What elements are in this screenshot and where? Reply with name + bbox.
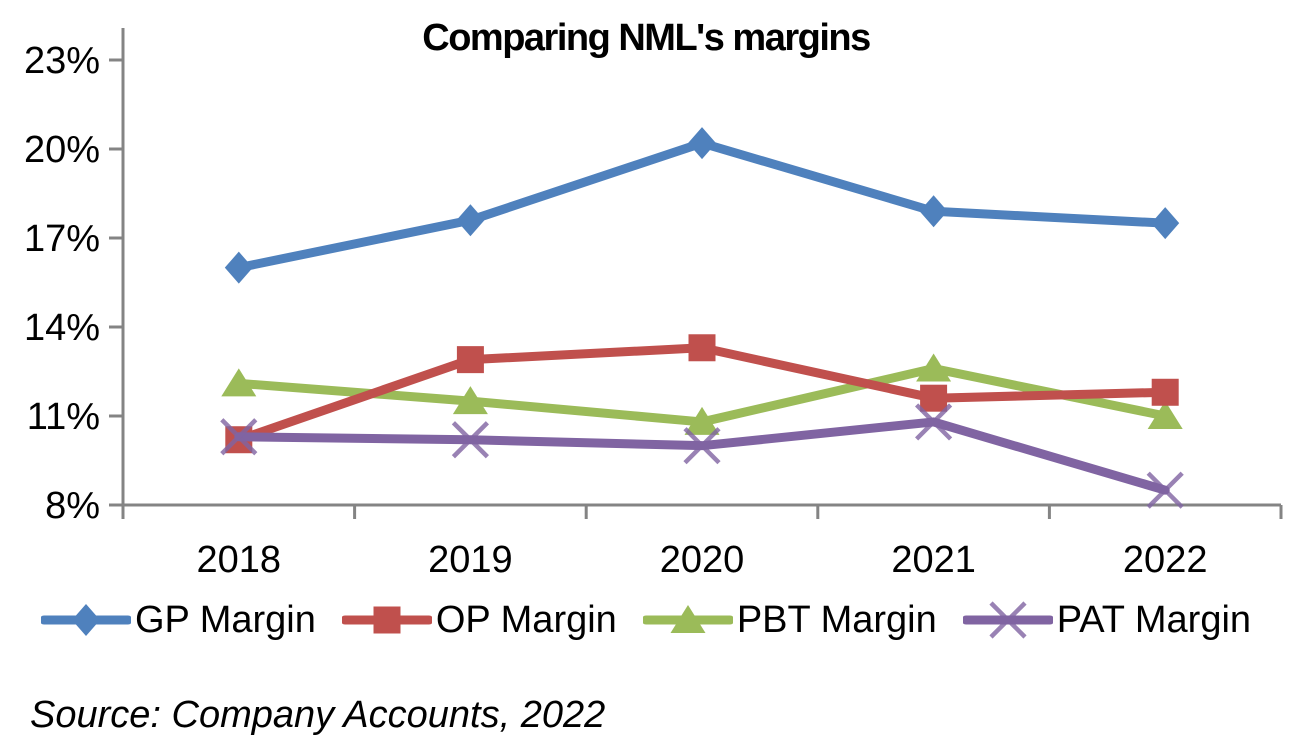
legend-item-pat-margin: PAT Margin <box>962 598 1252 642</box>
marker-x <box>451 421 489 459</box>
marker-square <box>456 346 484 374</box>
marker-square <box>373 606 401 634</box>
marker-x <box>989 601 1027 639</box>
marker-x <box>1146 471 1184 509</box>
legend-marker-square <box>341 606 432 634</box>
x-tick-label: 2020 <box>660 539 745 581</box>
y-tick-label: 20% <box>24 129 100 171</box>
x-tick-label: 2019 <box>428 539 513 581</box>
legend-label: GP Margin <box>134 598 316 641</box>
x-tick-label: 2021 <box>891 539 976 581</box>
marker-square <box>920 384 948 412</box>
marker-x <box>220 418 258 456</box>
marker-x <box>915 403 953 441</box>
marker-triangle <box>221 368 257 397</box>
chart-title: Comparing NML's margins <box>422 17 871 59</box>
y-tick-label: 14% <box>24 307 100 349</box>
legend-item-pbt-margin: PBT Margin <box>642 598 937 642</box>
y-tick-label: 17% <box>24 218 100 260</box>
marker-triangle <box>452 386 488 415</box>
legend-item-op-margin: OP Margin <box>341 598 617 642</box>
y-tick-label: 11% <box>27 396 100 438</box>
series-pbt-margin <box>221 353 1183 435</box>
marker-diamond <box>224 251 253 284</box>
marker-diamond <box>456 204 485 237</box>
legend-label: OP Margin <box>435 598 617 641</box>
series-gp-margin <box>224 127 1180 284</box>
marker-x <box>683 427 721 465</box>
marker-triangle <box>684 406 720 435</box>
series-line <box>234 138 1170 273</box>
marker-triangle <box>670 605 706 633</box>
legend-marker-triangle <box>642 605 733 633</box>
marker-square <box>1151 378 1179 406</box>
chart-legend: GP Margin OP Margin PBT Margin PAT Margin <box>0 598 1292 642</box>
y-tick-label: 23% <box>24 40 100 82</box>
marker-diamond <box>1151 207 1180 240</box>
marker-diamond <box>688 127 716 160</box>
marker-triangle <box>916 353 952 382</box>
legend-item-gp-margin: GP Margin <box>40 598 316 642</box>
source-note: Source: Company Accounts, 2022 <box>30 694 606 736</box>
legend-marker-diamond <box>40 604 131 636</box>
series-pat-margin <box>220 403 1184 509</box>
y-tick-label: 8% <box>45 485 100 527</box>
legend-label: PAT Margin <box>1056 598 1252 641</box>
legend-marker-x <box>962 601 1053 639</box>
x-tick-label: 2022 <box>1123 539 1208 581</box>
marker-diamond <box>71 604 100 636</box>
marker-square <box>688 334 716 362</box>
legend-label: PBT Margin <box>736 598 937 641</box>
marker-triangle <box>1147 401 1183 429</box>
marker-diamond <box>919 195 948 228</box>
x-tick-label: 2018 <box>197 539 282 581</box>
